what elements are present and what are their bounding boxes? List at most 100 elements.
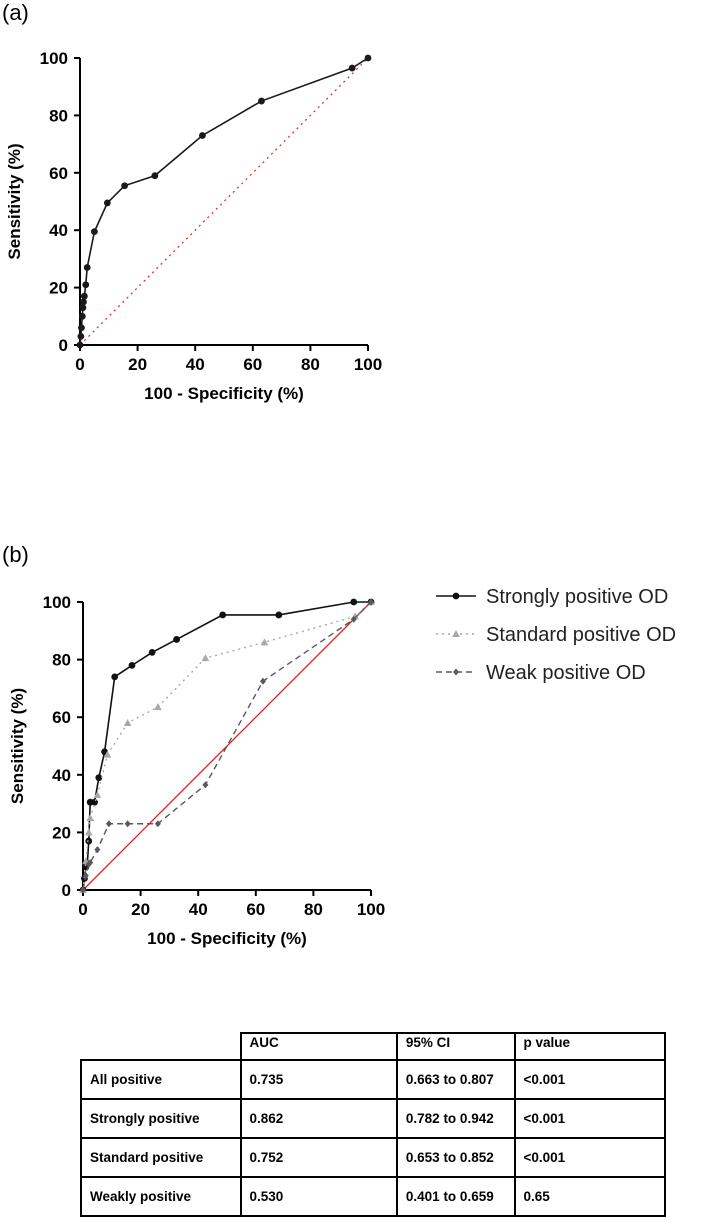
reference-diagonal-line — [79, 57, 369, 346]
data-point — [105, 820, 112, 828]
data-point — [78, 324, 85, 332]
panel-label-a: (a) — [2, 0, 29, 25]
x-tick-label: 40 — [189, 900, 208, 919]
x-tick-label: 100 — [354, 355, 382, 374]
data-point — [80, 886, 86, 894]
x-tick-label: 20 — [128, 355, 147, 374]
table-header-row: AUC 95% CI p value — [81, 1032, 667, 1061]
x-tick-label: 0 — [75, 355, 84, 374]
table-header-cell: AUC — [239, 1032, 398, 1061]
x-axis-title: 100 - Specificity (%) — [144, 384, 304, 403]
data-point — [79, 304, 87, 312]
x-tick-label: 60 — [246, 900, 265, 919]
x-tick-label: 0 — [78, 900, 87, 919]
y-tick-label: 60 — [49, 164, 68, 183]
data-point — [86, 814, 94, 821]
y-tick-label: 20 — [49, 279, 68, 298]
data-point — [348, 64, 356, 72]
y-tick-label: 80 — [52, 651, 71, 670]
data-point — [148, 649, 156, 656]
table-cell: <0.001 — [513, 1137, 667, 1178]
data-point — [77, 332, 85, 340]
data-point — [154, 820, 161, 828]
table-cell: 0.401 to 0.659 — [395, 1176, 516, 1217]
data-point — [275, 611, 283, 619]
legend-label: Weak positive OD — [486, 662, 646, 684]
data-point — [111, 673, 119, 681]
data-point — [350, 598, 358, 606]
legend-swatch-marker — [452, 592, 460, 600]
data-point — [154, 703, 162, 711]
data-point — [84, 828, 93, 836]
data-point — [128, 661, 136, 669]
data-point — [95, 774, 103, 782]
data-point — [103, 750, 112, 758]
data-point — [173, 636, 181, 643]
y-axis-title: Sensitivity (%) — [8, 688, 27, 804]
data-point — [219, 611, 227, 619]
y-tick-label: 100 — [43, 593, 71, 612]
data-point — [364, 54, 372, 62]
data-point — [258, 97, 265, 105]
data-point — [93, 790, 102, 798]
data-point — [103, 199, 111, 207]
table-row: Weakly positive 0.530 0.401 to 0.659 0.6… — [80, 1176, 667, 1217]
table-cell: 0.663 to 0.807 — [395, 1059, 516, 1100]
data-point — [76, 341, 84, 349]
y-tick-label: 40 — [52, 766, 71, 785]
table-cell: 0.782 to 0.942 — [395, 1098, 516, 1139]
y-tick-label: 0 — [59, 336, 68, 355]
x-tick-label: 80 — [304, 900, 323, 919]
data-point — [350, 615, 357, 623]
data-point — [91, 228, 98, 236]
legend-label: Strongly positive OD — [486, 586, 668, 608]
legend-label: Standard positive OD — [486, 624, 676, 646]
table-row: Strongly positive 0.862 0.782 to 0.942 <… — [80, 1098, 667, 1139]
data-point — [82, 281, 90, 289]
data-point — [202, 781, 209, 789]
table-cell: All positive — [80, 1059, 242, 1100]
y-tick-label: 20 — [52, 823, 71, 842]
data-point — [151, 172, 159, 180]
panel-label-b: (b) — [2, 542, 29, 567]
x-tick-label: 20 — [131, 900, 150, 919]
series-line-1 — [82, 601, 372, 891]
x-tick-label: 80 — [301, 355, 320, 374]
table-row: All positive 0.735 0.663 to 0.807 <0.001 — [80, 1059, 667, 1100]
legend-swatch-marker — [453, 668, 459, 676]
table-cell: 0.752 — [239, 1137, 398, 1178]
table-cell: <0.001 — [513, 1059, 667, 1100]
table-cell: 0.653 to 0.852 — [395, 1137, 516, 1178]
table-cell: 0.862 — [239, 1098, 398, 1139]
data-point — [85, 837, 93, 845]
table-cell: <0.001 — [513, 1098, 667, 1139]
y-tick-label: 40 — [49, 221, 68, 240]
x-tick-label: 100 — [357, 900, 385, 919]
table-header-cell: 95% CI — [395, 1032, 516, 1061]
roc-chart-all-positive: 0 20 40 60 80 100 0 20 40 60 80 100 100 - Specificit… — [5, 49, 382, 403]
table-cell: Strongly positive — [80, 1098, 242, 1139]
data-point — [199, 132, 206, 139]
data-point — [124, 820, 131, 828]
data-point — [80, 292, 88, 300]
table-cell: 0.65 — [513, 1176, 667, 1217]
table-cell: 0.530 — [239, 1176, 398, 1217]
table-cell: Standard positive — [80, 1137, 242, 1178]
x-tick-label: 60 — [243, 355, 262, 374]
roc-chart-by-od-strength: 0 20 40 60 80 100 0 20 40 60 80 100 100 - Specificit… — [8, 586, 676, 948]
legend-swatch-marker — [452, 630, 460, 637]
data-point — [91, 798, 98, 806]
data-point — [121, 182, 129, 190]
table-cell: Weakly positive — [80, 1176, 242, 1217]
y-axis-title: Sensitivity (%) — [5, 143, 24, 259]
data-point — [260, 677, 266, 685]
table-header-cell: p value — [513, 1032, 667, 1061]
reference-diagonal-line — [82, 601, 372, 891]
y-tick-label: 80 — [49, 106, 68, 125]
data-point — [260, 638, 269, 646]
data-point — [83, 264, 91, 271]
y-tick-label: 0 — [62, 881, 71, 900]
table-cell: 0.735 — [239, 1059, 398, 1100]
data-point — [78, 312, 86, 320]
y-tick-label: 60 — [52, 708, 71, 727]
